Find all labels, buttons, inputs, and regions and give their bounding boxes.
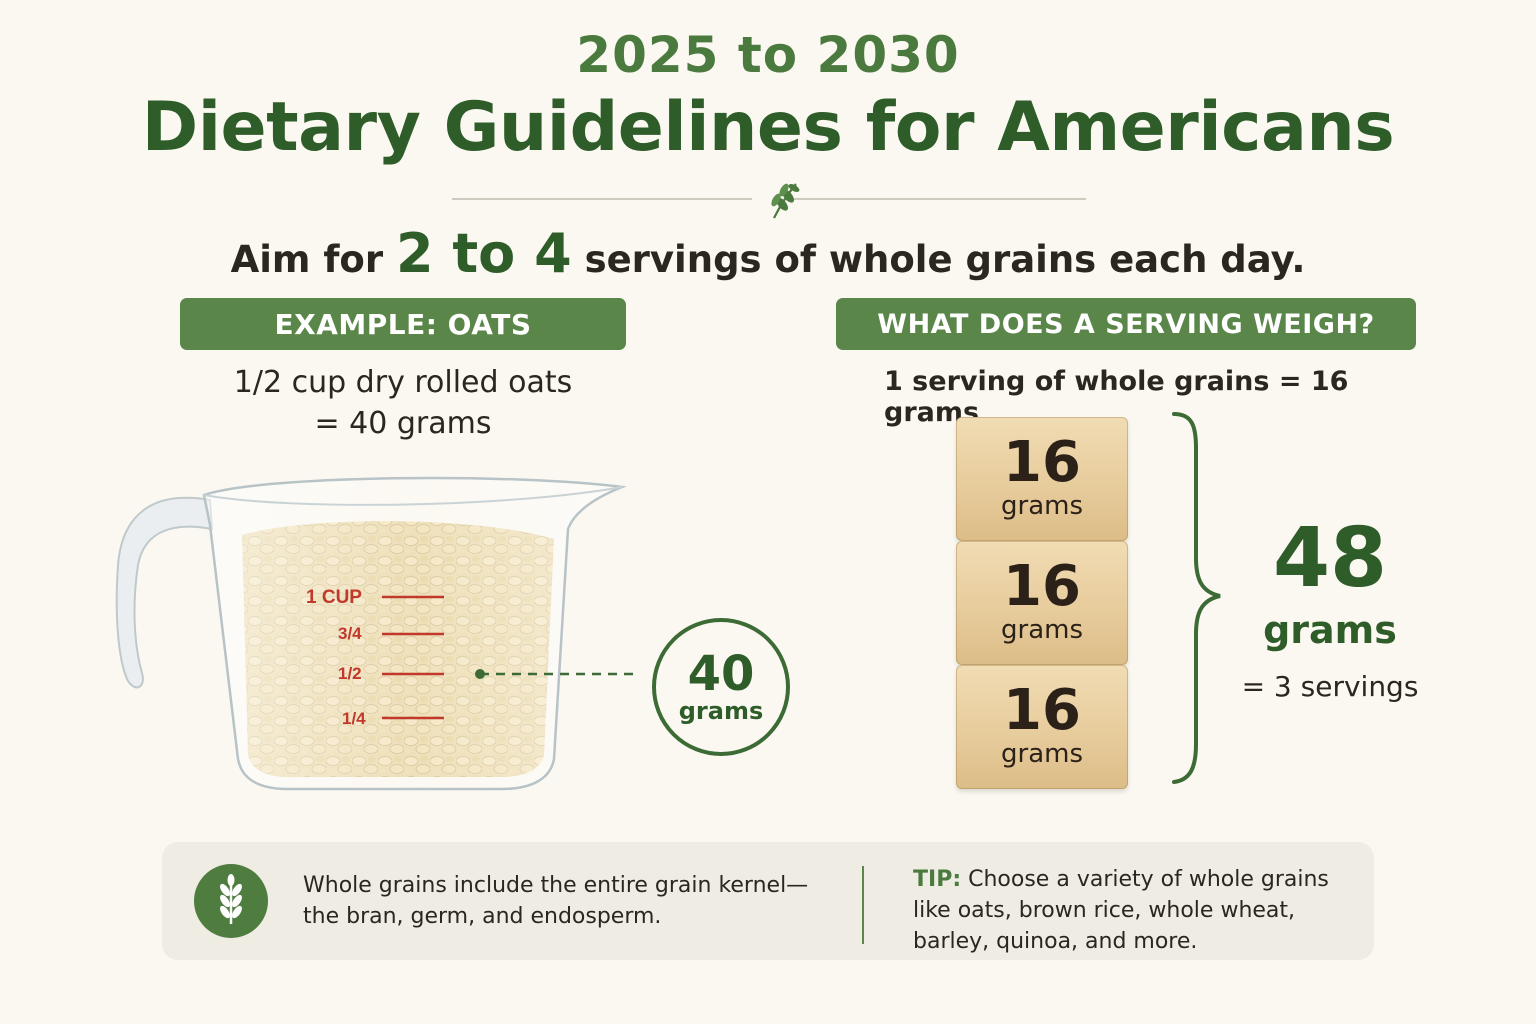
block-value: 16 [1003, 678, 1081, 744]
leaf-icon [771, 183, 800, 219]
total-unit: grams [1263, 608, 1397, 652]
years-heading: 2025 to 2030 [576, 26, 960, 84]
cup-mark-1-cup: 1 CUP [306, 587, 362, 608]
divider-right [790, 198, 1086, 200]
block-value: 16 [1003, 430, 1081, 496]
oats-weight: = 40 grams [314, 406, 492, 441]
measuring-cup: 1 CUP 3/4 1/2 1/4 [115, 476, 640, 791]
aim-suffix: servings of whole grains each day. [584, 238, 1306, 281]
page-title: Dietary Guidelines for Americans [141, 88, 1395, 167]
aim-highlight: 2 to 4 [396, 222, 572, 285]
aim-prefix: Aim for [230, 238, 384, 281]
total-servings: = 3 servings [1241, 670, 1419, 703]
weight-block: 16 grams [956, 417, 1128, 541]
example-banner: EXAMPLE: OATS [180, 298, 626, 350]
cup-mark-1-4: 1/4 [342, 709, 366, 728]
footer-divider [862, 866, 864, 944]
block-unit: grams [1001, 491, 1083, 522]
cup-mark-3-4: 3/4 [338, 624, 362, 643]
total-value: 48 [1272, 511, 1388, 606]
block-unit: grams [1001, 615, 1083, 646]
divider-left [452, 198, 752, 200]
tip-text: TIP: Choose a variety of whole grains li… [913, 864, 1353, 958]
total-brace [1172, 412, 1221, 784]
tip-body: Choose a variety of whole grains like oa… [913, 867, 1329, 955]
wheat-badge [194, 864, 268, 938]
info-card [162, 842, 1374, 960]
serving-definition: 1 serving of whole grains = 16 grams [884, 366, 1349, 428]
cup-mark-1-2: 1/2 [338, 664, 362, 683]
block-unit: grams [1001, 739, 1083, 770]
whole-grain-fact: Whole grains include the entire grain ke… [303, 873, 809, 930]
block-value: 16 [1003, 554, 1081, 620]
weight-badge: 40 grams [652, 618, 790, 756]
serving-weight-banner: WHAT DOES A SERVING WEIGH? [836, 298, 1416, 350]
oats-measure: 1/2 cup dry rolled oats [233, 365, 573, 400]
weight-badge-unit: grams [678, 696, 764, 725]
weight-block: 16 grams [956, 541, 1128, 665]
tip-label: TIP: [913, 867, 962, 892]
recommendation-text: Aim for 2 to 4 servings of whole grains … [0, 222, 1536, 285]
weight-block: 16 grams [956, 665, 1128, 789]
weight-badge-value: 40 [687, 645, 755, 702]
wheat-icon [220, 874, 242, 924]
